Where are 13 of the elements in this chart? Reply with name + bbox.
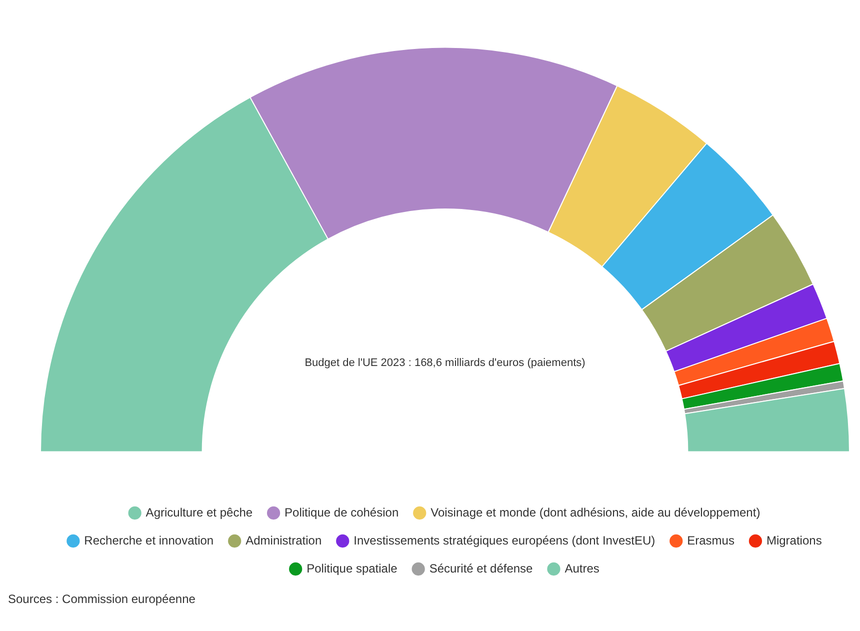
legend-label: Erasmus <box>687 533 734 548</box>
legend-label: Autres <box>564 561 600 576</box>
legend-label: Sécurité et défense <box>429 561 534 576</box>
source-note: Sources : Commission européenne <box>8 592 196 606</box>
legend-label: Politique spatiale <box>306 561 398 576</box>
legend-label: Voisinage et monde (dont adhésions, aide au développement) <box>430 505 760 520</box>
legend-label: Investissements stratégiques européens (dont InvestEU) <box>354 533 656 548</box>
legend-label: Migrations <box>766 533 822 548</box>
text: Budget de l'UE 2023 : 168,6 milliards d'euros (paiements) <box>304 356 586 369</box>
legend-label: Administration <box>246 533 322 548</box>
legend-label: Agriculture et pêche <box>146 505 253 520</box>
legend-label: Politique de cohésion <box>284 505 399 520</box>
legend-label: Recherche et innovation <box>84 533 214 548</box>
